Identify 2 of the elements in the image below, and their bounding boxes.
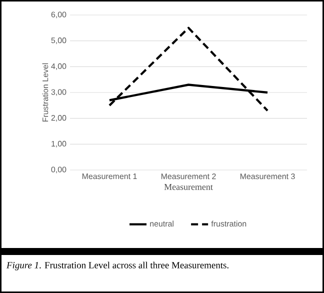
text: Figure 1. Frustration Level across all three Measurements. xyxy=(6,262,228,270)
x-axis-title: Measurement xyxy=(164,184,213,190)
